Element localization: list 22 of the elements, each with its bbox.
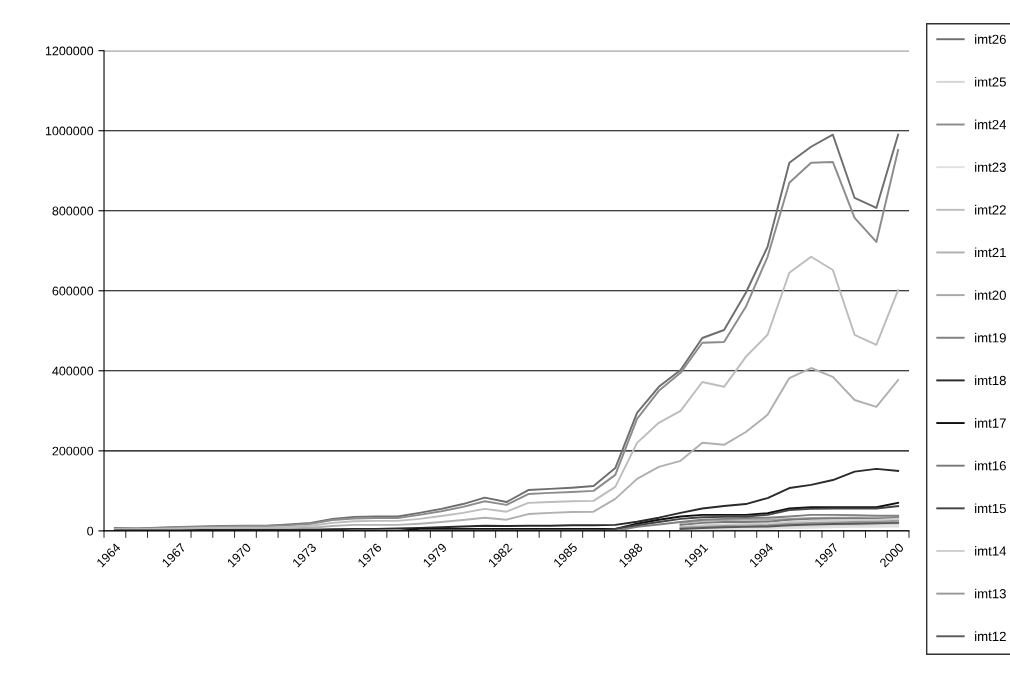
legend-label: imt19 — [975, 332, 1006, 343]
legend-label: imt18 — [975, 375, 1006, 386]
legend-label: imt25 — [975, 76, 1006, 87]
legend-label: imt12 — [975, 631, 1006, 641]
y-tick-label: 600000 — [52, 286, 94, 296]
legend-label: imt20 — [975, 290, 1006, 300]
legend-label: imt16 — [975, 460, 1006, 471]
legend-label: imt23 — [975, 162, 1006, 172]
y-tick-label: 400000 — [52, 366, 94, 376]
legend-label: imt22 — [975, 204, 1006, 215]
y-tick-label: 200000 — [52, 446, 94, 456]
legend-label: imt17 — [975, 418, 1006, 428]
legend-label: imt26 — [975, 34, 1006, 44]
legend-label: imt15 — [975, 503, 1006, 514]
y-tick-label: 1200000 — [45, 46, 94, 56]
legend-label: imt14 — [975, 546, 1007, 556]
y-tick-label: 800000 — [52, 206, 94, 216]
legend-label: imt21 — [975, 247, 1006, 258]
y-tick-label: 1000000 — [45, 126, 94, 136]
legend-label: imt13 — [975, 588, 1006, 599]
legend-label: imt24 — [975, 119, 1007, 130]
y-tick-label: 0 — [87, 526, 94, 536]
